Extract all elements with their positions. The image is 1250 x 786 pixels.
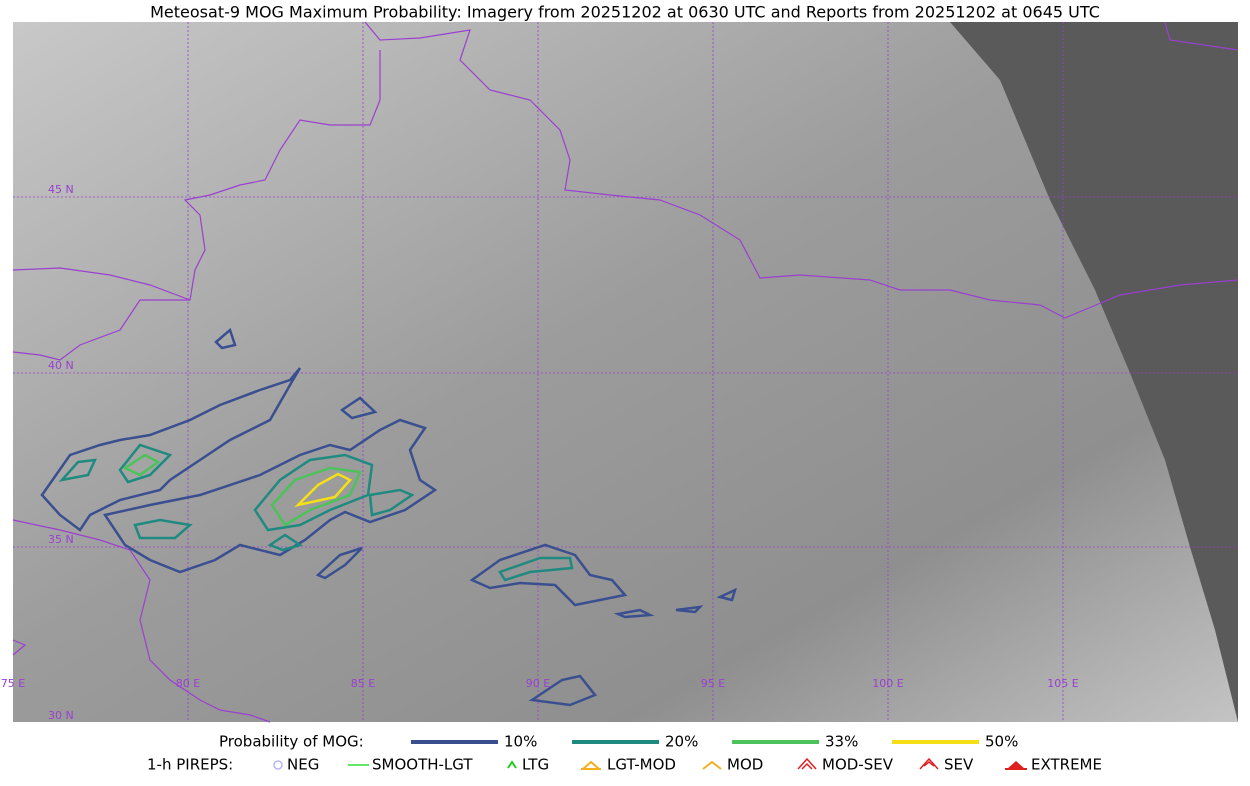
legend-icon-part <box>582 760 600 770</box>
legend-icon-part <box>923 761 935 767</box>
legend-title: 1-h PIREPS: <box>147 756 233 774</box>
legend-label: SMOOTH-LGT <box>372 756 473 774</box>
lon-label: 95 E <box>701 677 725 690</box>
lat-label: 45 N <box>48 183 74 196</box>
lat-label: 40 N <box>48 359 74 372</box>
legend-icon <box>702 760 722 770</box>
lon-label: 90 E <box>526 677 550 690</box>
legend-label: 50% <box>985 733 1018 751</box>
lat-label: 30 N <box>48 709 74 722</box>
legend-icon-part <box>273 760 283 770</box>
legend-label: LTG <box>522 756 549 774</box>
map: 75 E 80 E 85 E 90 E 95 E 100 E 105 E 45 … <box>1 21 1239 723</box>
legend-icon <box>797 757 817 770</box>
legend-label: EXTREME <box>1031 756 1102 774</box>
lon-label: 85 E <box>351 677 375 690</box>
grid <box>13 22 1238 722</box>
legend-label: MOD-SEV <box>822 756 894 774</box>
legend-icon <box>1005 761 1027 770</box>
legend-icon <box>581 760 601 770</box>
legend-label: 20% <box>665 733 698 751</box>
legend: Probability of MOG: 1-h PIREPS: 10% 20% 33… <box>147 733 1102 774</box>
legend-label: 33% <box>825 733 858 751</box>
legend-icon <box>273 760 283 770</box>
legend-icon <box>919 757 939 770</box>
borders <box>12 21 1239 723</box>
lon-label: 80 E <box>176 677 200 690</box>
legend-label: MOD <box>727 756 763 774</box>
legend-label: NEG <box>287 756 319 774</box>
title: Meteosat-9 MOG Maximum Probability: Imag… <box>150 3 1100 22</box>
legend-icon-part <box>797 757 817 770</box>
lon-label: 105 E <box>1047 677 1078 690</box>
legend-label: 10% <box>504 733 537 751</box>
lon-label: 100 E <box>872 677 903 690</box>
legend-icon <box>507 760 517 769</box>
lat-label: 35 N <box>48 533 74 546</box>
legend-icon-part <box>702 760 722 770</box>
legend-label: SEV <box>944 756 974 774</box>
legend-icon-part <box>1007 761 1025 769</box>
lat-lon-labels: 75 E 80 E 85 E 90 E 95 E 100 E 105 E 45 … <box>1 183 1079 722</box>
legend-icon-part <box>919 757 939 770</box>
contours <box>40 327 737 707</box>
lon-label: 75 E <box>1 677 25 690</box>
legend-icon-part <box>507 760 517 769</box>
legend-label: LGT-MOD <box>607 756 676 774</box>
legend-title: Probability of MOG: <box>219 733 364 751</box>
legend-icon-part <box>801 762 813 770</box>
